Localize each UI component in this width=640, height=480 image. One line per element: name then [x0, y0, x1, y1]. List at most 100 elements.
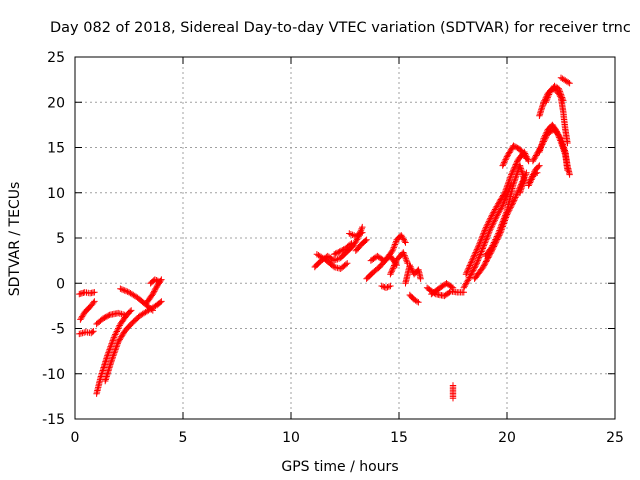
data-point [531, 155, 538, 162]
data-point [402, 255, 409, 262]
data-point [499, 162, 506, 169]
data-point [485, 219, 492, 227]
data-point [103, 353, 111, 361]
data-point [539, 141, 546, 148]
data-point [508, 171, 515, 178]
data-point [90, 299, 97, 306]
data-point [89, 328, 96, 336]
data-point [115, 309, 122, 317]
data-point [390, 244, 397, 251]
data-point [115, 325, 122, 332]
data-point [473, 247, 480, 255]
data-point [388, 248, 395, 256]
x-tick-label: 20 [498, 430, 516, 446]
data-point [407, 263, 414, 270]
data-point [336, 248, 343, 255]
data-point [538, 142, 545, 149]
data-point [150, 289, 157, 296]
data-point [387, 282, 394, 290]
data-point [536, 145, 544, 152]
data-point [559, 95, 566, 103]
data-point [564, 139, 571, 147]
data-point [392, 259, 399, 266]
data-point [400, 250, 408, 258]
data-point [556, 134, 564, 141]
data-point [156, 278, 163, 285]
data-point [475, 254, 483, 261]
x-tick-label: 5 [179, 430, 188, 446]
data-point [346, 230, 353, 237]
data-point [541, 136, 548, 144]
data-point [503, 153, 511, 160]
data-point [504, 182, 511, 189]
data-point [448, 283, 455, 291]
data-point [114, 326, 121, 334]
data-point [389, 266, 396, 274]
data-point [347, 241, 354, 248]
data-point [494, 201, 501, 209]
data-point [479, 231, 487, 239]
data-point [487, 245, 495, 252]
data-point [403, 257, 410, 264]
data-point [502, 186, 510, 193]
data-point [469, 255, 477, 262]
data-point [510, 179, 518, 186]
data-point [120, 286, 127, 294]
data-point [492, 236, 499, 243]
data-point [128, 307, 135, 314]
data-point [390, 263, 397, 271]
data-point [500, 159, 508, 166]
data-point [472, 249, 479, 256]
data-point [332, 256, 339, 264]
data-point [113, 328, 120, 335]
data-point [403, 258, 411, 265]
data-point [363, 236, 370, 243]
data-point [478, 236, 485, 243]
data-point [449, 284, 457, 291]
data-point [121, 311, 128, 319]
data-point [108, 357, 115, 364]
data-point [489, 210, 496, 218]
data-point [522, 153, 529, 161]
data-point [387, 269, 395, 276]
data-point [472, 263, 479, 270]
data-point [471, 252, 478, 259]
data-point [348, 240, 355, 247]
data-point [157, 299, 164, 306]
data-point [501, 189, 508, 196]
data-point [560, 97, 567, 104]
data-point [498, 222, 505, 230]
data-point [502, 210, 509, 218]
data-point [344, 260, 351, 267]
data-point [406, 261, 413, 269]
data-point [462, 271, 470, 278]
x-tick-label: 0 [71, 430, 80, 446]
data-point [493, 234, 500, 242]
data-point [153, 277, 160, 284]
y-tick-label: -5 [51, 322, 65, 338]
x-tick-labels: 0 5 10 15 20 25 [71, 430, 624, 446]
y-tick-label: 10 [47, 186, 65, 202]
x-tick-label: 10 [282, 430, 300, 446]
data-point [525, 180, 532, 187]
data-point [534, 149, 541, 156]
data-point [378, 282, 385, 290]
data-point [477, 251, 484, 258]
axis-ticks [74, 56, 616, 420]
data-point [542, 99, 550, 106]
data-point [413, 298, 421, 305]
data-point [121, 287, 128, 294]
data-point [489, 242, 496, 249]
data-point [152, 285, 159, 292]
data-point [402, 253, 409, 261]
data-point [464, 277, 472, 284]
data-point [460, 284, 467, 291]
data-point [97, 373, 105, 380]
data-point [465, 275, 472, 283]
data-point [473, 246, 481, 253]
data-point [105, 312, 112, 319]
data-point [465, 265, 472, 272]
data-point [91, 289, 98, 296]
data-point [151, 276, 159, 283]
data-point [387, 271, 394, 278]
